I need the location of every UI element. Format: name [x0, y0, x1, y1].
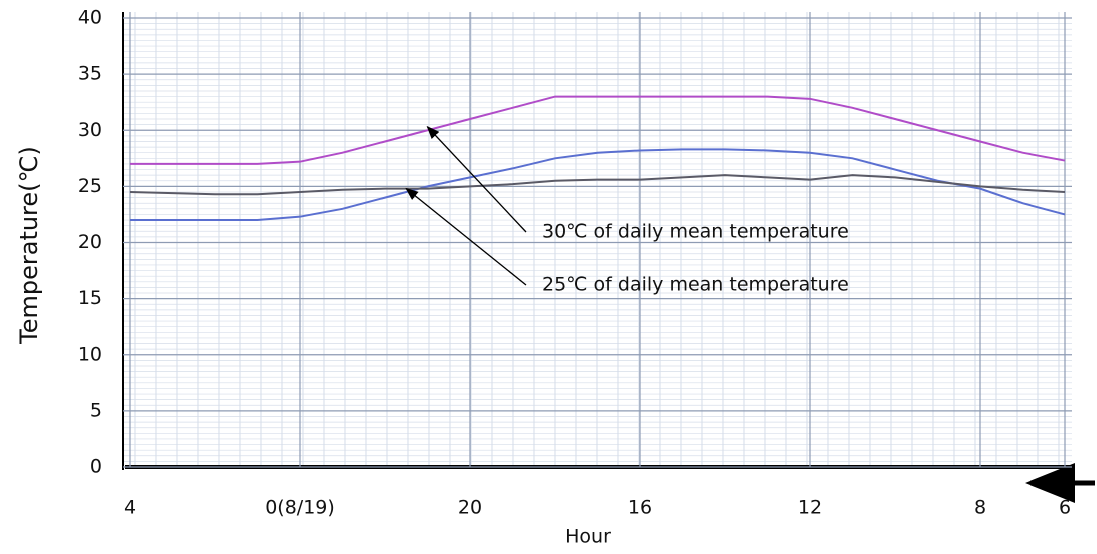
x-tick-label: 12 [798, 497, 822, 519]
y-tick-label: 40 [78, 7, 102, 29]
x-tick-label: 4 [124, 497, 136, 519]
y-tick-label: 15 [78, 287, 102, 309]
y-tick-label: 25 [78, 175, 102, 197]
series-line [130, 149, 1065, 220]
annotation-arrow [428, 127, 527, 232]
annotation-text: 25℃ of daily mean temperature [542, 274, 849, 296]
x-tick-label: 0(8/19) [265, 497, 335, 519]
x-tick-label: 6 [1059, 497, 1071, 519]
x-axis-label: Hour [565, 526, 611, 548]
x-tick-label: 20 [458, 497, 482, 519]
y-tick-label: 5 [90, 399, 102, 421]
chart: Temperature(℃) Hour 0 5 10 15 20 25 30 35 40 4 0(8… [0, 0, 1097, 554]
x-tick-label: 8 [974, 497, 986, 519]
y-tick-label: 20 [78, 231, 102, 253]
y-axis-label: Temperature(℃) [15, 146, 43, 345]
y-tick-label: 10 [78, 343, 102, 365]
x-tick-label: 16 [628, 497, 652, 519]
y-tick-label: 0 [90, 456, 102, 478]
y-tick-label: 30 [78, 119, 102, 141]
y-tick-label: 35 [78, 63, 102, 85]
annotation-text: 30℃ of daily mean temperature [542, 221, 849, 243]
